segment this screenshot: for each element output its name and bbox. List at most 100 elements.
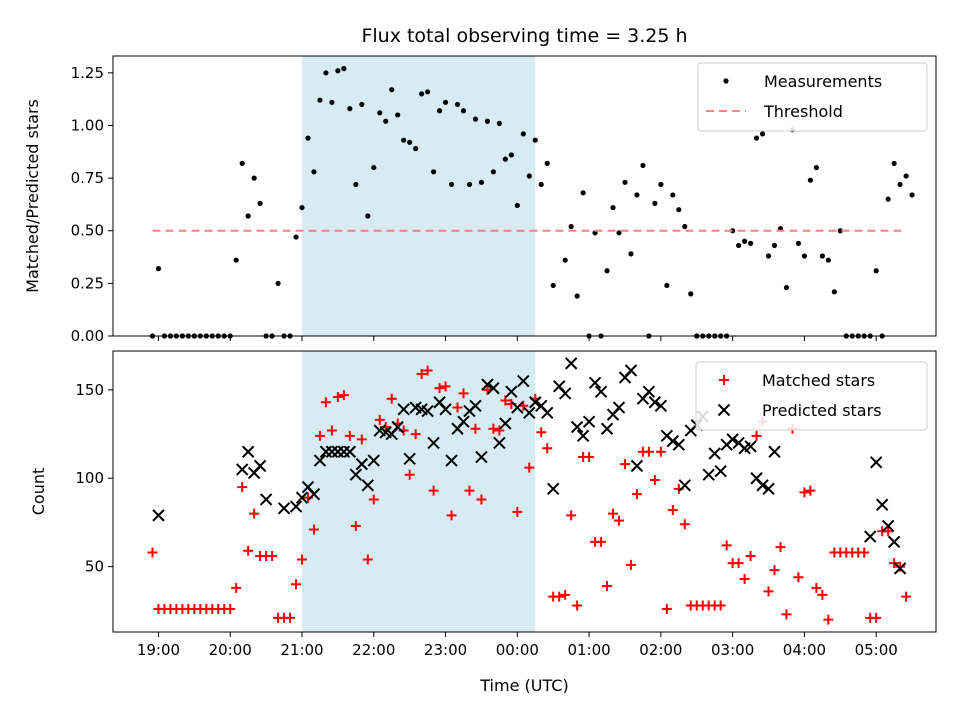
matched-star-point <box>745 551 756 562</box>
matched-star-point <box>817 589 828 600</box>
measurement-point <box>807 177 813 183</box>
measurement-point <box>233 257 239 263</box>
bottom-legend: Matched stars Predicted stars <box>695 361 928 431</box>
matched-star-point <box>488 423 499 434</box>
predicted-star-point <box>523 406 536 420</box>
predicted-star-point <box>403 452 416 466</box>
top-highlight-span <box>302 56 536 336</box>
measurement-point <box>484 118 491 124</box>
measurement-point <box>730 228 736 234</box>
x-tick-label: 01:00 <box>567 641 610 659</box>
predicted-star-point <box>576 429 590 443</box>
matched-star-point <box>249 508 260 519</box>
bottom-y-tick-label: 150 <box>75 381 104 399</box>
measurement-point <box>430 169 437 175</box>
measurement-point <box>538 181 544 188</box>
matched-star-point <box>805 485 816 496</box>
top-series <box>149 66 915 339</box>
top-y-tick-label: 0.75 <box>71 169 104 187</box>
matched-star-point <box>643 446 654 457</box>
measurement-point <box>622 179 628 185</box>
measurement-point <box>825 257 831 263</box>
measurement-point <box>460 108 467 114</box>
matched-star-point <box>572 600 583 611</box>
predicted-star-point <box>313 454 327 467</box>
predicted-star-point <box>152 509 165 522</box>
measurement-point <box>742 238 748 244</box>
measurement-point <box>652 200 658 206</box>
measurement-point <box>520 131 526 137</box>
measurement-point <box>377 110 383 116</box>
matched-star-point <box>667 505 678 516</box>
measurement-point <box>670 192 676 198</box>
bottom-panel: 50 100 150 19:00 20:00 21:00 22:00 23:00 00:00 0… <box>29 350 937 695</box>
matched-star-point <box>631 489 642 500</box>
bottom-x-ticks: 19:00 20:00 21:00 22:00 23:00 00:00 01:00 02:00… <box>137 632 898 659</box>
measurement-point <box>783 284 790 291</box>
matched-star-point <box>799 487 810 498</box>
measurement-point <box>532 137 538 143</box>
measurement-point <box>329 99 335 105</box>
matched-star-point <box>374 414 385 425</box>
matched-star-point <box>763 586 774 597</box>
measurement-point <box>514 202 520 209</box>
measurement-point <box>436 108 443 114</box>
measurement-point <box>550 282 556 289</box>
measurement-point <box>897 181 903 188</box>
predicted-star-point <box>588 376 602 390</box>
matched-star-point <box>243 545 254 556</box>
matched-star-point <box>452 402 463 413</box>
predicted-star-point <box>672 438 686 451</box>
matched-star-point <box>404 469 415 480</box>
matched-star-point <box>715 600 726 611</box>
x-tick-label: 00:00 <box>496 641 539 659</box>
measurement-point <box>640 162 646 169</box>
matched-star-point <box>793 572 804 583</box>
predicted-star-point <box>289 500 303 513</box>
measurement-point <box>478 179 485 185</box>
matched-star-point <box>895 561 906 572</box>
matched-star-point <box>446 510 457 521</box>
measurement-point <box>472 116 479 122</box>
measurement-point <box>903 173 909 179</box>
predicted-star-point <box>869 456 883 469</box>
measurement-point <box>891 160 897 166</box>
measurement-point <box>293 234 299 240</box>
measurement-point <box>765 253 772 259</box>
measurement-point <box>413 146 419 152</box>
measurement-point <box>275 280 281 286</box>
matched-star-point <box>901 591 912 602</box>
predicted-star-point <box>864 530 877 543</box>
measurement-point <box>245 213 251 219</box>
measurement-point <box>371 164 377 171</box>
predicted-star-point <box>881 519 895 533</box>
predicted-star-point <box>295 491 309 504</box>
predicted-star-point <box>726 433 739 446</box>
matched-star-point <box>608 508 619 519</box>
matched-star-point <box>285 612 296 623</box>
predicted-star-point <box>511 401 524 414</box>
measurement-point <box>885 196 891 202</box>
predicted-star-point <box>349 468 363 481</box>
predicted-star-point <box>600 422 614 435</box>
measurement-point <box>604 268 610 274</box>
measurement-point <box>688 291 694 297</box>
top-legend-label: Measurements <box>764 72 882 91</box>
matched-star-point <box>147 547 158 558</box>
measurement-point <box>759 131 766 137</box>
predicted-star-point <box>439 403 452 416</box>
top-y-ticks: 0.00 0.25 0.50 0.75 1.00 1.25 <box>71 64 113 345</box>
matched-star-point <box>464 485 475 496</box>
measurement-point <box>239 160 245 166</box>
x-tick-label: 02:00 <box>639 641 682 659</box>
matched-star-point <box>781 609 792 620</box>
measurement-point <box>389 87 395 93</box>
matched-star-point <box>889 558 900 569</box>
matched-star-point <box>536 427 547 438</box>
measurement-point <box>395 112 401 118</box>
measurement-point <box>831 289 837 295</box>
measurement-point <box>359 101 365 108</box>
measurement-point <box>365 213 371 219</box>
top-y-tick-label: 0.25 <box>71 274 104 292</box>
predicted-star-point <box>564 357 578 370</box>
